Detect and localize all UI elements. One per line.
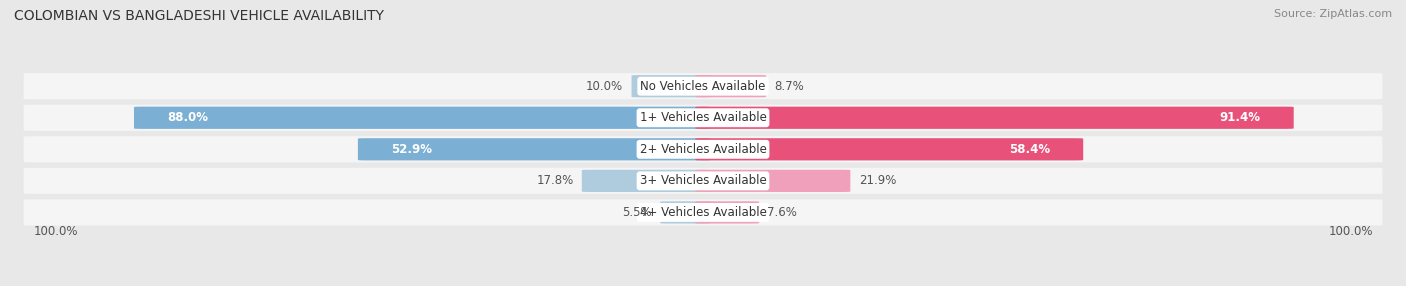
Text: 52.9%: 52.9% bbox=[391, 143, 432, 156]
FancyBboxPatch shape bbox=[24, 199, 1382, 226]
Text: 100.0%: 100.0% bbox=[34, 225, 77, 239]
Text: 7.6%: 7.6% bbox=[768, 206, 797, 219]
Text: COLOMBIAN VS BANGLADESHI VEHICLE AVAILABILITY: COLOMBIAN VS BANGLADESHI VEHICLE AVAILAB… bbox=[14, 9, 384, 23]
FancyBboxPatch shape bbox=[696, 170, 851, 192]
Text: 17.8%: 17.8% bbox=[536, 174, 574, 187]
Text: 2+ Vehicles Available: 2+ Vehicles Available bbox=[640, 143, 766, 156]
Text: 100.0%: 100.0% bbox=[1329, 225, 1372, 239]
FancyBboxPatch shape bbox=[661, 201, 710, 224]
FancyBboxPatch shape bbox=[134, 107, 710, 129]
FancyBboxPatch shape bbox=[24, 168, 1382, 194]
FancyBboxPatch shape bbox=[696, 75, 766, 97]
FancyBboxPatch shape bbox=[696, 201, 759, 224]
FancyBboxPatch shape bbox=[582, 170, 710, 192]
Text: 4+ Vehicles Available: 4+ Vehicles Available bbox=[640, 206, 766, 219]
Text: 88.0%: 88.0% bbox=[167, 111, 208, 124]
Text: 3+ Vehicles Available: 3+ Vehicles Available bbox=[640, 174, 766, 187]
Text: 1+ Vehicles Available: 1+ Vehicles Available bbox=[640, 111, 766, 124]
FancyBboxPatch shape bbox=[631, 75, 710, 97]
Text: No Vehicles Available: No Vehicles Available bbox=[640, 80, 766, 93]
Text: Source: ZipAtlas.com: Source: ZipAtlas.com bbox=[1274, 9, 1392, 19]
FancyBboxPatch shape bbox=[696, 107, 1294, 129]
FancyBboxPatch shape bbox=[359, 138, 710, 160]
Text: 91.4%: 91.4% bbox=[1219, 111, 1261, 124]
FancyBboxPatch shape bbox=[24, 105, 1382, 131]
Text: 10.0%: 10.0% bbox=[586, 80, 623, 93]
Text: 8.7%: 8.7% bbox=[775, 80, 804, 93]
Text: 58.4%: 58.4% bbox=[1010, 143, 1050, 156]
FancyBboxPatch shape bbox=[24, 73, 1382, 99]
Text: 5.5%: 5.5% bbox=[623, 206, 652, 219]
FancyBboxPatch shape bbox=[24, 136, 1382, 162]
Text: 21.9%: 21.9% bbox=[859, 174, 896, 187]
FancyBboxPatch shape bbox=[696, 138, 1083, 160]
